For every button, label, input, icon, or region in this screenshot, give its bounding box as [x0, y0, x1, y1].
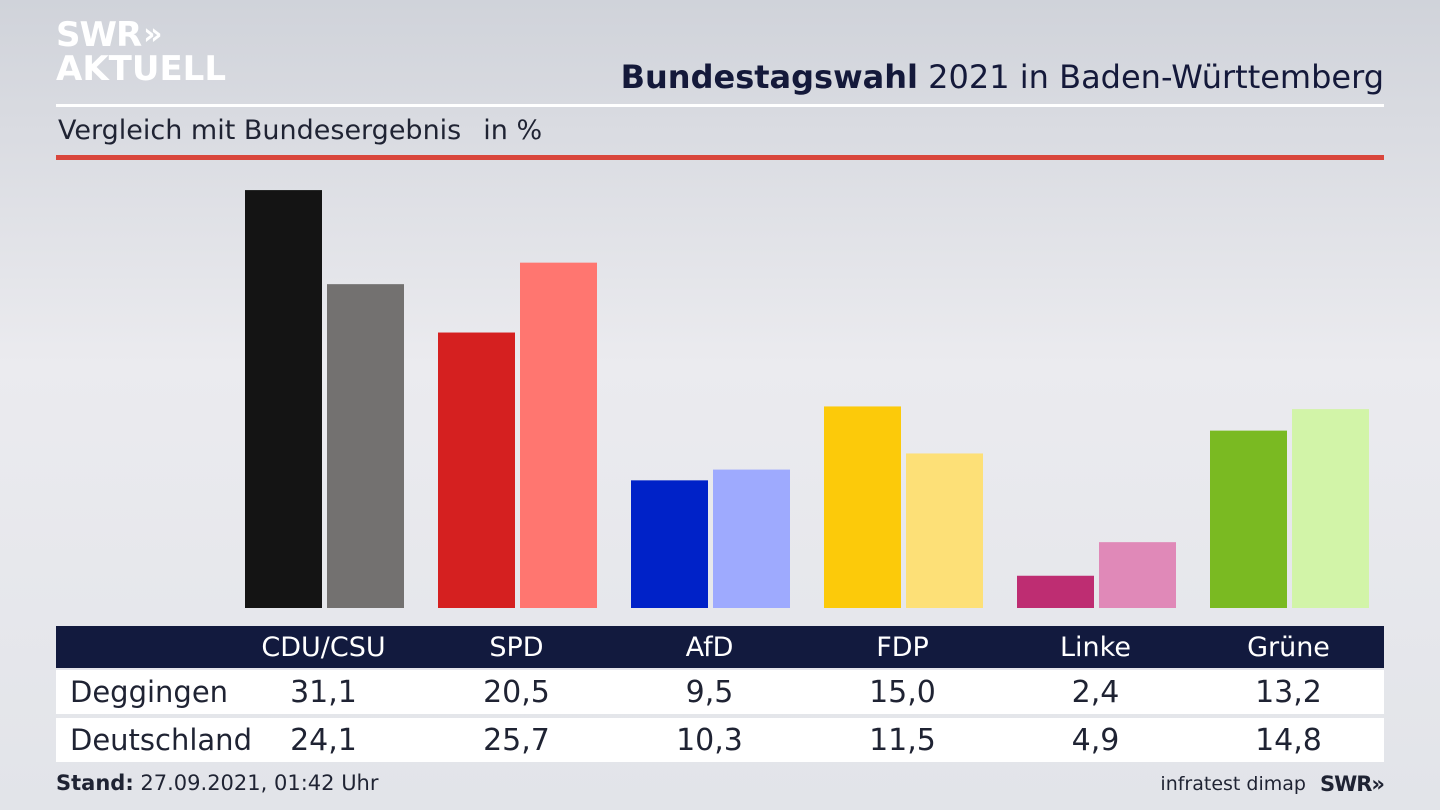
- bar-cdu-csu-deggingen: [245, 190, 322, 608]
- value-cdu-csu-deggingen: 31,1: [290, 674, 357, 710]
- subtitle-text: Vergleich mit Bundesergebnis: [58, 115, 462, 146]
- value-cdu-csu-deutschland: 24,1: [290, 722, 357, 758]
- bar-afd-deggingen: [631, 480, 708, 608]
- bar-fdp-deggingen: [824, 406, 901, 608]
- bar-cdu-csu-deutschland: [327, 284, 404, 608]
- bar-fdp-deutschland: [906, 453, 983, 608]
- bar-afd-deutschland: [713, 469, 790, 608]
- swr-aktuell-logo: SWR» AKTUELL: [56, 18, 226, 86]
- chart-title: Bundestagswahl 2021 in Baden-Württemberg: [621, 58, 1384, 96]
- table-row: Deggingen 31,1 20,5 9,5 15,0 2,4 13,2: [56, 670, 1384, 714]
- source-text: infratest dimap: [1160, 773, 1306, 795]
- header-spd: SPD: [489, 631, 544, 663]
- bar-gr-ne-deutschland: [1292, 409, 1369, 608]
- value-linke-deutschland: 4,9: [1071, 722, 1120, 758]
- row-label-deutschland: Deutschland: [70, 723, 252, 757]
- results-table: CDU/CSU SPD AfD FDP Linke Grüne Deggingen 31,…: [56, 626, 1384, 762]
- timestamp: Stand: 27.09.2021, 01:42 Uhr: [56, 771, 379, 795]
- header-cdu-csu: CDU/CSU: [261, 631, 386, 663]
- value-fdp-deutschland: 11,5: [869, 722, 936, 758]
- table-row: Deutschland 24,1 25,7 10,3 11,5 4,9 14,8: [56, 718, 1384, 762]
- chart-title-rest: 2021 in Baden-Württemberg: [928, 58, 1384, 96]
- value-fdp-deggingen: 15,0: [869, 674, 936, 710]
- chart-title-bold: Bundestagswahl: [620, 58, 918, 96]
- value-linke-deggingen: 2,4: [1071, 674, 1120, 710]
- header-afd: AfD: [685, 631, 734, 663]
- title-divider: [56, 104, 1384, 107]
- value-spd-deggingen: 20,5: [483, 674, 550, 710]
- unit-label: in %: [483, 115, 543, 146]
- bar-linke-deggingen: [1017, 575, 1094, 608]
- stand-value: 27.09.2021, 01:42 Uhr: [140, 771, 379, 795]
- logo-swr-text: SWR: [56, 15, 142, 55]
- value-afd-deggingen: 9,5: [685, 674, 734, 710]
- header-gr-ne: Grüne: [1247, 631, 1330, 663]
- value-spd-deutschland: 25,7: [483, 722, 550, 758]
- logo-aktuell-text: AKTUELL: [56, 49, 227, 89]
- bar-gr-ne-deggingen: [1210, 430, 1287, 608]
- bar-linke-deutschland: [1099, 542, 1176, 608]
- stand-label: Stand:: [56, 771, 134, 795]
- bar-spd-deggingen: [438, 332, 515, 608]
- chart-subtitle: Vergleich mit Bundesergebnis in %: [58, 115, 542, 146]
- header-fdp: FDP: [876, 631, 929, 663]
- table-header-row: CDU/CSU SPD AfD FDP Linke Grüne: [56, 626, 1384, 668]
- accent-divider: [56, 155, 1384, 160]
- value-gr-ne-deggingen: 13,2: [1255, 674, 1322, 710]
- swr-brand-logo: SWR»: [1319, 772, 1385, 796]
- source-credit: infratest dimap SWR»: [1160, 772, 1385, 796]
- value-gr-ne-deutschland: 14,8: [1255, 722, 1322, 758]
- value-afd-deutschland: 10,3: [676, 722, 743, 758]
- row-label-deggingen: Deggingen: [70, 675, 229, 709]
- header-linke: Linke: [1060, 631, 1131, 663]
- bar-spd-deutschland: [520, 262, 597, 608]
